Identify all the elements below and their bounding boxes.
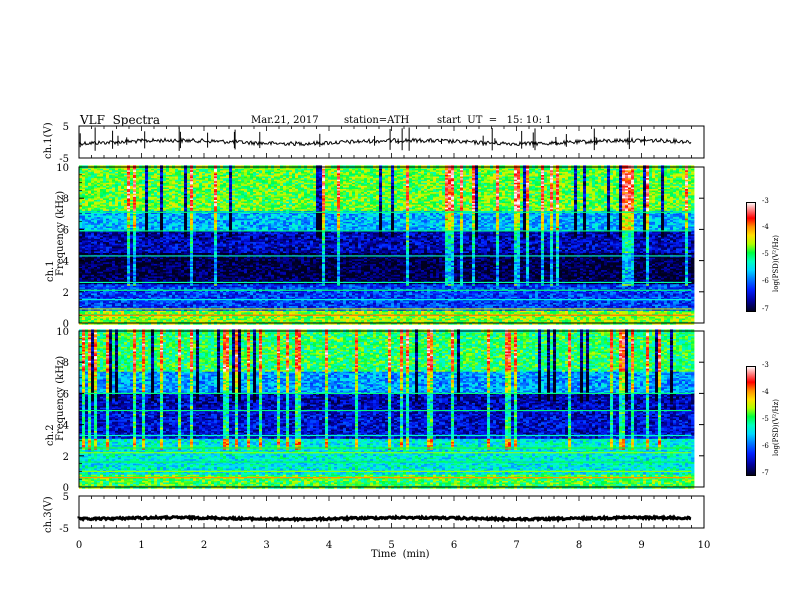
- waveform-line-ch1: [79, 139, 691, 146]
- y-tick-label: -5: [59, 524, 69, 535]
- y-tick-label: 5: [63, 122, 69, 133]
- spectrogram-ch1: [79, 165, 694, 324]
- waveform-line-ch3: [79, 517, 691, 521]
